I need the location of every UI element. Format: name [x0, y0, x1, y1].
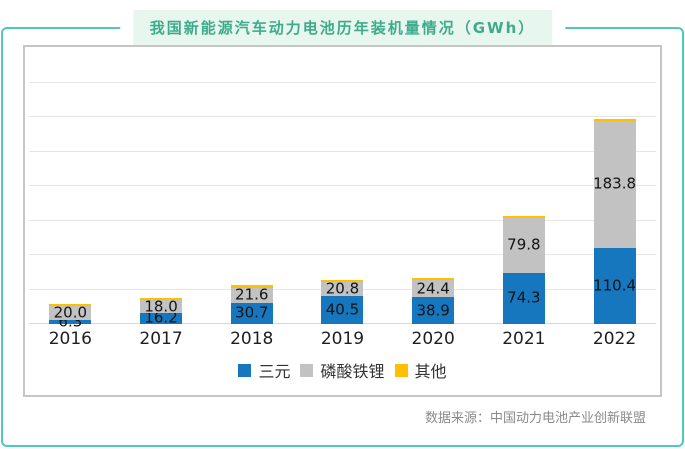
bar-segment-1: 18.0 — [140, 297, 183, 316]
chart-title-badge: 我国新能源汽车动力电池历年装机量情况（GWh） — [119, 10, 566, 46]
gridline — [29, 81, 656, 83]
data-source-note: 数据来源：中国动力电池产业创新联盟 — [424, 411, 646, 426]
gridline — [29, 254, 656, 255]
bar-segment-2 — [412, 278, 455, 281]
bar-value-label: 21.6 — [235, 285, 269, 304]
bar-value-label: 110.4 — [593, 276, 637, 295]
chart-title: 我国新能源汽车动力电池历年装机量情况（GWh） — [132, 10, 553, 46]
bar-segment-2 — [230, 284, 273, 288]
x-axis-label: 2018 — [230, 329, 274, 349]
gridline — [29, 185, 656, 186]
bar-2016: 6.3 20.0 — [49, 303, 92, 329]
bar-segment-2 — [140, 298, 183, 301]
bar-2022: 110.4 183.8 — [593, 119, 637, 324]
legend-swatch-icon — [238, 363, 252, 377]
legend-label: 其他 — [414, 362, 447, 381]
x-axis-label: 2021 — [502, 329, 546, 349]
gridline — [29, 150, 656, 152]
bar-segment-0: 6.3 — [49, 314, 92, 329]
bar-segment-0: 40.5 — [321, 296, 364, 324]
bar-segment-0: 74.3 — [502, 272, 545, 324]
x-axis-label: 2016 — [48, 329, 92, 349]
plot-area: 6.3 20.0 16.2 18.0 30.7 21.6 40.5 20.8 38.9 24.4 7… — [25, 47, 660, 329]
bar-value-label: 38.9 — [416, 301, 450, 320]
x-axis-label: 2019 — [320, 329, 365, 349]
bar-value-label: 183.8 — [593, 174, 637, 193]
legend: 三元 磷酸铁锂 其他 — [25, 358, 660, 382]
bar-segment-1: 79.8 — [502, 217, 545, 273]
bar-value-label: 24.4 — [416, 279, 450, 298]
bar-value-label: 20.0 — [53, 303, 88, 322]
x-axis-label: 2017 — [139, 329, 183, 349]
bars-container: 6.3 20.0 16.2 18.0 30.7 21.6 40.5 20.8 38.9 24.4 7… — [25, 47, 660, 329]
bar-segment-2 — [502, 215, 545, 218]
legend-label: 三元 — [258, 362, 291, 381]
bar-value-label: 18.0 — [144, 297, 178, 316]
bar-segment-2 — [321, 279, 364, 282]
bar-value-label: 40.5 — [325, 300, 360, 319]
bar-value-label: 30.7 — [235, 303, 269, 322]
bar-segment-1: 183.8 — [593, 121, 637, 248]
bar-2017: 16.2 18.0 — [140, 297, 183, 327]
bar-segment-1: 24.4 — [412, 279, 455, 298]
x-axis-label: 2020 — [411, 329, 455, 349]
bar-value-label: 20.8 — [325, 279, 360, 298]
legend-item: 三元 — [238, 358, 290, 382]
bar-segment-1: 20.0 — [49, 303, 92, 322]
bar-segment-1: 21.6 — [230, 285, 273, 304]
bar-segment-0: 16.2 — [140, 308, 183, 327]
bar-segment-1: 20.8 — [321, 279, 364, 298]
chart-card: 我国新能源汽车动力电池历年装机量情况（GWh） 6.3 20.0 16.2 18.0 3… — [1, 10, 684, 447]
chart-panel: 6.3 20.0 16.2 18.0 30.7 21.6 40.5 20.8 38.9 24.4 7… — [23, 45, 662, 397]
legend-swatch-icon — [300, 363, 314, 377]
bar-segment-2 — [593, 119, 636, 122]
bar-2019: 40.5 20.8 — [321, 279, 364, 324]
bar-value-label: 74.3 — [507, 288, 541, 307]
x-axis-label: 2022 — [592, 329, 637, 349]
bar-segment-0: 38.9 — [412, 297, 455, 324]
gridline — [29, 116, 656, 117]
bar-segment-2 — [49, 303, 92, 306]
bar-value-label: 16.2 — [144, 308, 178, 327]
legend-label: 磷酸铁锂 — [320, 362, 385, 381]
bar-value-label: 79.8 — [507, 235, 541, 254]
gridline — [29, 219, 656, 221]
legend-item: 其他 — [394, 358, 447, 382]
bar-segment-0: 30.7 — [230, 302, 273, 324]
x-axis: 2016 2017 2018 2019 2020 2021 2022 — [25, 329, 660, 349]
legend-item: 磷酸铁锂 — [300, 358, 385, 382]
bar-2018: 30.7 21.6 — [230, 284, 273, 324]
bar-2020: 38.9 24.4 — [412, 278, 455, 324]
bar-2021: 74.3 79.8 — [502, 215, 545, 324]
legend-swatch-icon — [394, 363, 408, 377]
bar-segment-0: 110.4 — [593, 247, 637, 324]
